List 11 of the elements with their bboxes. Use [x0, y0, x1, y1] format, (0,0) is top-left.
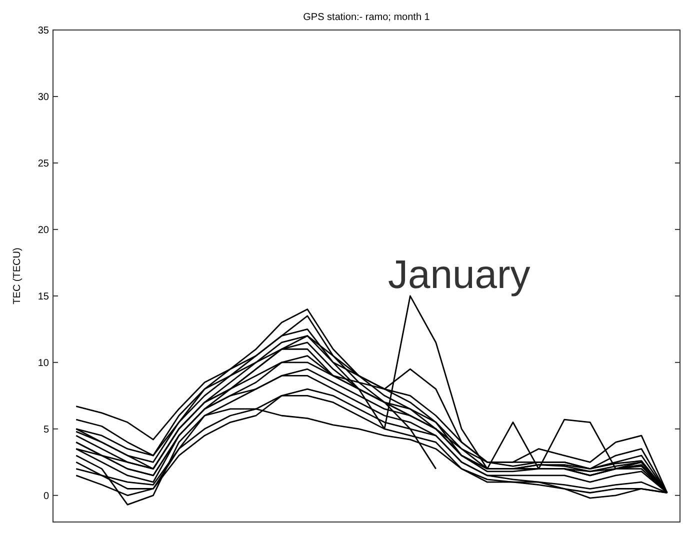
y-tick-label: 10 — [38, 358, 50, 369]
chart-title: GPS station:- ramo; month 1 — [303, 12, 430, 23]
y-tick-label: 5 — [43, 424, 50, 436]
y-tick-label: 0 — [43, 490, 50, 502]
y-tick-label: 25 — [38, 158, 50, 170]
y-tick-label: 30 — [38, 92, 50, 103]
y-tick-label: 35 — [38, 26, 50, 36]
y-tick-label: 20 — [38, 224, 50, 236]
y-axis-title: TEC (TECU) — [12, 248, 23, 304]
annotation: January — [388, 253, 530, 297]
y-tick-label: 15 — [38, 291, 50, 302]
